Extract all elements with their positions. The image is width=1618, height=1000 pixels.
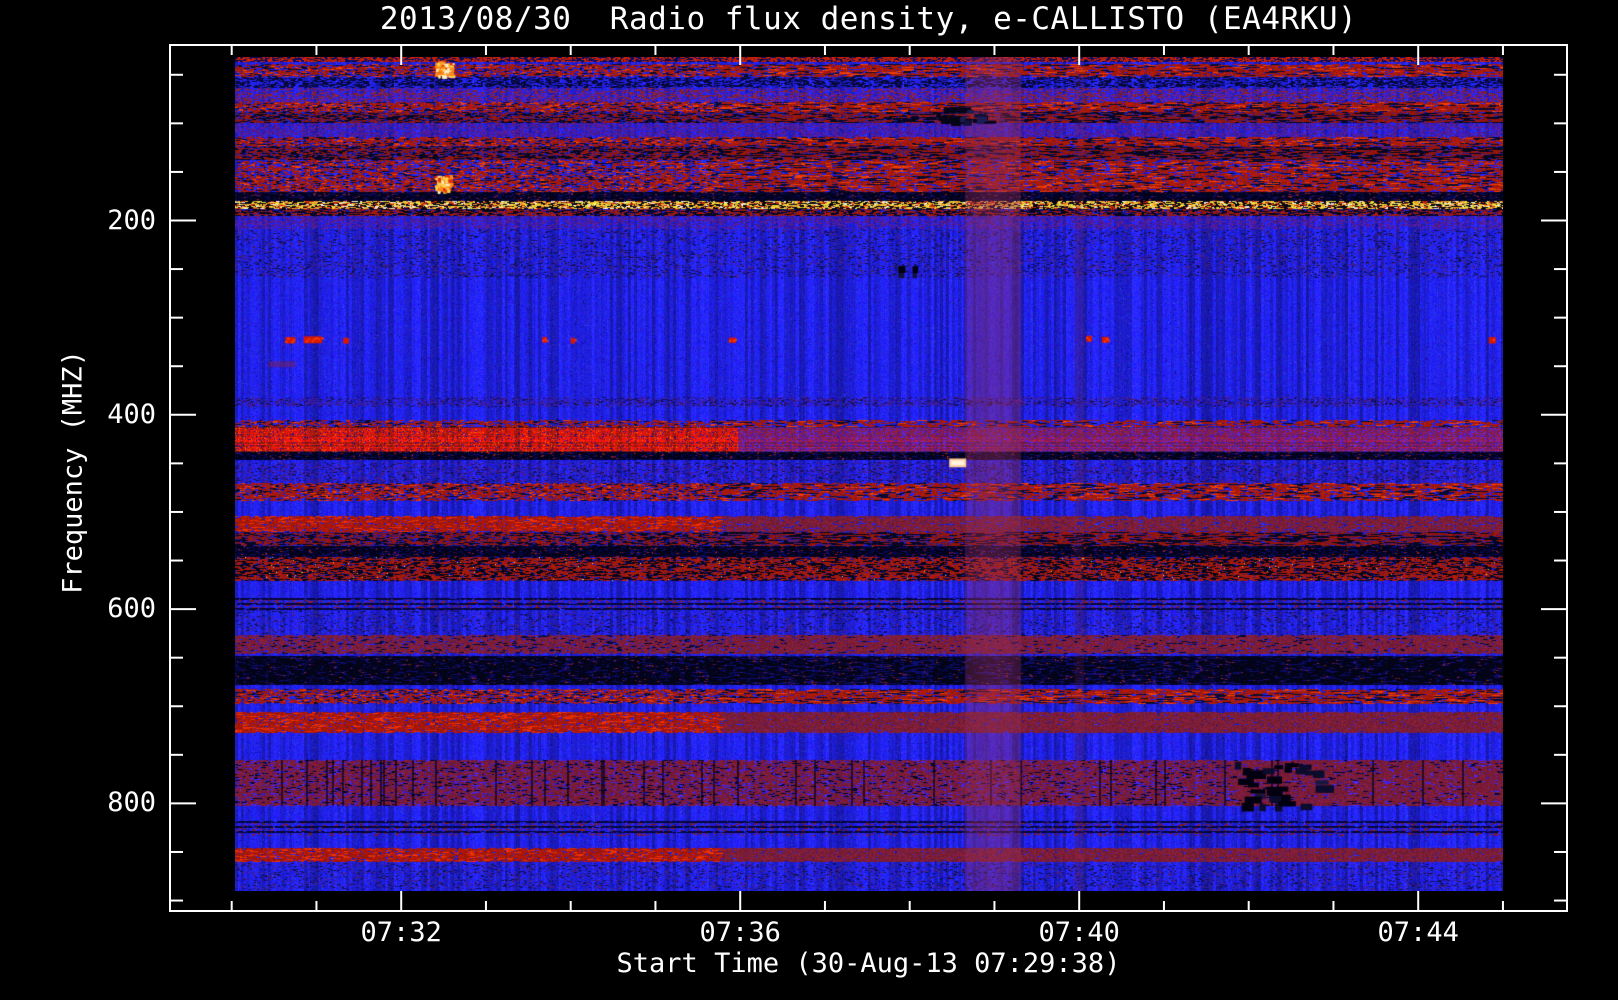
x-tick-label: 07:44: [1377, 917, 1459, 948]
x-tick-label: 07:36: [699, 917, 781, 948]
plot-title: 2013/08/30 Radio flux density, e-CALLIST…: [379, 1, 1358, 37]
plot-frame: [169, 44, 1568, 912]
x-tick-label: 07:32: [360, 917, 442, 948]
spectrogram-image: [235, 57, 1503, 891]
y-tick-label: 200: [107, 204, 156, 236]
y-tick-label: 600: [107, 593, 156, 625]
y-tick-label: 800: [107, 787, 156, 819]
y-tick-label: 400: [107, 398, 156, 430]
x-tick-label: 07:40: [1038, 917, 1120, 948]
x-axis-label: Start Time (30-Aug-13 07:29:38): [616, 948, 1121, 979]
